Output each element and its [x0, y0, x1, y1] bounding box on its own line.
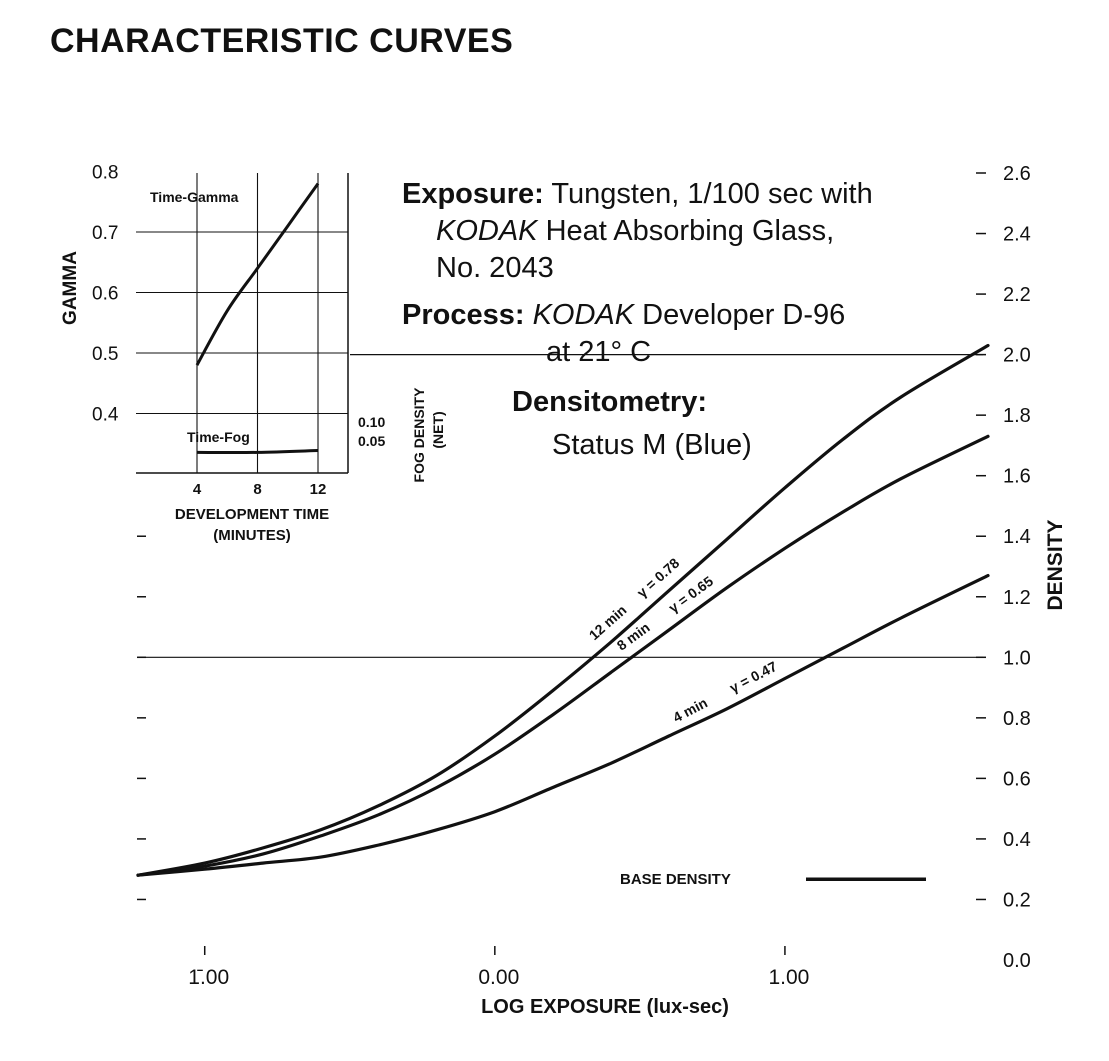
main-labels: 0.2 0.4 0.6 0.8 1.0 1.2 1.4 1.6 1.8 2.0 2.2 2.4 2.6 0… [188, 163, 1031, 989]
curve-gamma-label: γ = 0.78 [634, 555, 683, 601]
time-gamma-curve [195, 182, 320, 366]
y-tick-label: 1.0 [1003, 647, 1031, 669]
x-tick-label: 0.00 [478, 966, 519, 989]
y-axis-title: DENSITY [1044, 519, 1067, 610]
exposure-text: Tungsten, 1/100 sec with [551, 178, 873, 210]
time-gamma-label: Time-Gamma [150, 189, 239, 205]
y-tick-label: 0.8 [1003, 708, 1031, 730]
process-label: Process: [402, 299, 525, 331]
exposure-glass-number: No. 2043 [436, 252, 554, 284]
inset-y2-tick-label: 0.10 [358, 414, 385, 430]
densitometry-note: Densitometry: [512, 384, 707, 421]
y-tick-label: 2.0 [1003, 345, 1031, 367]
exposure-note-line2: KODAK Heat Absorbing Glass, [436, 213, 834, 250]
inset-x-tick-label: 8 [253, 481, 261, 498]
page-title: CHARACTERISTIC CURVES [50, 22, 514, 60]
inset-y2-tick-label: 0.05 [358, 433, 385, 449]
exposure-brand: KODAK [436, 215, 538, 247]
y-tick-label: 2.2 [1003, 284, 1031, 306]
y-tick-label: 1.8 [1003, 405, 1031, 427]
inset-x-tick-label: 12 [310, 481, 327, 498]
process-note-line2: at 21° C [546, 334, 651, 371]
x-tick-label: 1.00 [768, 966, 809, 989]
inset-ylabel: GAMMA [60, 251, 81, 325]
time-fog-label: Time-Fog [187, 429, 250, 445]
exposure-label: Exposure: [402, 178, 544, 210]
process-brand: KODAK [532, 299, 635, 331]
y-tick-label: 0.6 [1003, 768, 1031, 790]
time-fog-curve [196, 449, 319, 455]
inset-x-tick-label: 4 [193, 481, 202, 498]
densitometry-status: Status M (Blue) [552, 429, 752, 461]
process-note: Process: KODAK Developer D-96 [402, 297, 845, 334]
y-tick-label: 1.6 [1003, 466, 1031, 488]
base-density-label: BASE DENSITY [620, 871, 731, 888]
inset-xlabel-units: (MINUTES) [213, 527, 291, 544]
exposure-glass: Heat Absorbing Glass, [545, 215, 835, 247]
curve-8-min [136, 434, 990, 877]
process-temperature: at 21° C [546, 336, 652, 368]
y-tick-label: 2.6 [1003, 163, 1031, 185]
curve-4-min [136, 574, 990, 877]
y-tick-label: 1.4 [1003, 526, 1031, 548]
x-tick-label: 1̄.00 [188, 966, 229, 989]
inset-y-tick-label: 0.6 [92, 284, 118, 305]
y-tick-label: 1.2 [1003, 587, 1031, 609]
main-grid [138, 354, 983, 658]
y-tick-label-zero: 0.0 [1003, 950, 1031, 972]
inset-chart: 4 8 12 0.4 0.5 0.6 0.7 0.8 0.05 0.10 [92, 163, 385, 499]
main-ticks [137, 172, 986, 955]
process-developer: Developer D-96 [642, 299, 846, 331]
densitometry-note-line2: Status M (Blue) [552, 427, 752, 464]
curve-gamma-label: γ = 0.47 [727, 658, 780, 696]
inset-y-tick-label: 0.5 [92, 344, 118, 365]
exposure-note: Exposure: Tungsten, 1/100 sec with [402, 176, 873, 213]
curve-12-min [136, 343, 990, 877]
y-tick-label: 0.4 [1003, 829, 1031, 851]
inset-y2label-net: (NET) [430, 411, 446, 448]
exposure-note-line3: No. 2043 [436, 250, 554, 287]
inset-y2label: FOG DENSITY [411, 387, 427, 483]
y-tick-label: 0.2 [1003, 889, 1031, 911]
densitometry-label: Densitometry: [512, 386, 707, 418]
inset-y-tick-label: 0.8 [92, 163, 118, 184]
inset-y-tick-label: 0.4 [92, 405, 119, 426]
y-tick-label: 2.4 [1003, 224, 1031, 246]
curve-gamma-label: γ = 0.65 [665, 573, 716, 616]
x-axis-title: LOG EXPOSURE (lux-sec) [481, 996, 729, 1018]
inset-xlabel: DEVELOPMENT TIME [175, 506, 329, 523]
main-curves [136, 343, 990, 882]
inset-y-tick-label: 0.7 [92, 223, 118, 244]
